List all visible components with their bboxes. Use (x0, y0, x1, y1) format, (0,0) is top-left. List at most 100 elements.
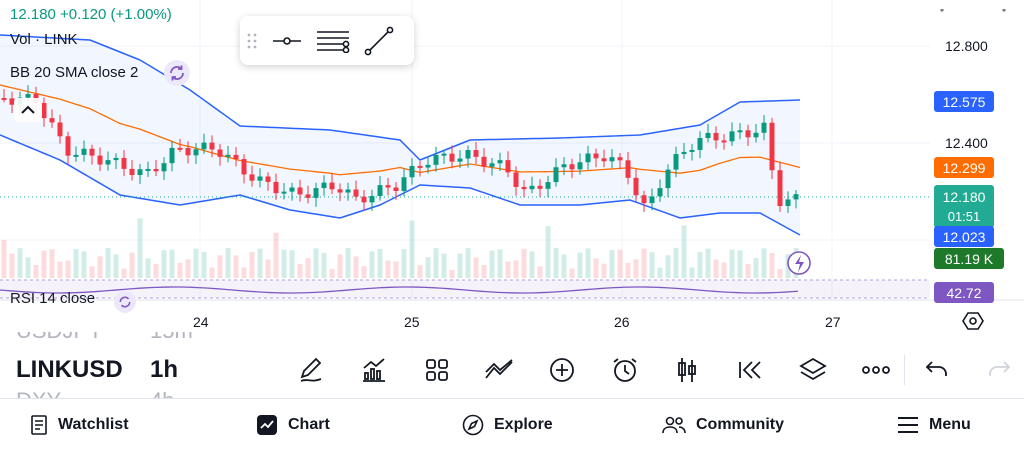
volume-bar (233, 255, 239, 278)
candle-body (449, 153, 455, 162)
volume-bar (449, 269, 455, 278)
candle-body (81, 148, 87, 155)
volume-bar (553, 248, 559, 278)
candle-body (641, 195, 647, 204)
nav-chart[interactable]: Chart (256, 399, 330, 451)
volume-bar (681, 225, 687, 278)
candle-body (321, 182, 327, 189)
volume-bar (617, 249, 623, 278)
candle-body (249, 174, 255, 181)
toolbar-divider (904, 355, 905, 385)
volume-bar (433, 248, 439, 278)
candle-body (777, 170, 783, 206)
volume-bar (393, 261, 399, 278)
volume-bar (545, 226, 551, 278)
redo-icon[interactable] (986, 356, 1012, 387)
candle-body (353, 189, 359, 197)
candle-body (481, 156, 487, 167)
volume-bar (721, 262, 727, 278)
volume-bar (97, 256, 103, 278)
timeframe-next[interactable]: 4h (150, 388, 174, 400)
alert-icon[interactable] (593, 350, 656, 390)
replay-icon[interactable] (719, 350, 782, 390)
volume-bar (625, 262, 631, 278)
candle-body (201, 142, 207, 150)
volume-bar (193, 248, 199, 278)
candle-body (177, 147, 183, 150)
volume-bar (129, 252, 135, 278)
settings-hexagon-icon[interactable] (962, 311, 984, 336)
candle-body (209, 142, 215, 150)
nav-explore[interactable]: Explore (462, 399, 553, 451)
volume-bar (113, 254, 119, 278)
volume-bar (209, 267, 215, 278)
refresh-icon[interactable] (114, 291, 136, 313)
candle-body (257, 176, 263, 181)
volume-bar (73, 248, 79, 278)
volume-bar (105, 248, 111, 278)
volume-bar (329, 268, 335, 278)
candle-body (433, 154, 439, 165)
bollinger-band-fill (0, 35, 800, 235)
bb-upper-tag: 12.575 (934, 91, 994, 112)
volume-bar (409, 220, 415, 278)
fib-retracement-icon[interactable] (310, 21, 356, 61)
symbol-current[interactable]: LINKUSD (16, 356, 123, 383)
volume-bar (361, 266, 367, 278)
volume-bar (57, 261, 63, 278)
symbol-prev[interactable]: USDJPY (16, 332, 103, 344)
collapse-legend-button[interactable] (14, 98, 42, 122)
candle-body (465, 150, 471, 159)
volume-bar (761, 248, 767, 278)
candle-body (49, 118, 55, 123)
volume-bar (241, 267, 247, 278)
candle-body (345, 189, 351, 193)
candle-body (753, 132, 759, 138)
layers-icon[interactable] (782, 350, 845, 390)
volume-bar (177, 262, 183, 278)
volume-bar (273, 232, 279, 278)
pencil-icon[interactable] (280, 350, 343, 390)
chart-area[interactable]: 12.180 +0.120 (+1.00%) Vol · LINK BB 20 … (0, 0, 1024, 338)
candle-body (425, 164, 431, 168)
candle-body (89, 148, 95, 156)
hamburger-icon (898, 417, 918, 433)
timeframe-prev[interactable]: 15m (150, 332, 193, 344)
refresh-icon[interactable] (164, 60, 190, 86)
volume-bar (369, 251, 375, 278)
drag-handle-icon[interactable] (240, 32, 264, 50)
volume-bar (665, 255, 671, 278)
compare-icon[interactable] (468, 350, 531, 390)
volume-bar (569, 268, 575, 278)
rsi-indicator-label[interactable]: RSI 14 close (10, 290, 96, 307)
nav-watchlist[interactable]: Watchlist (30, 399, 129, 451)
trend-line-icon[interactable] (356, 21, 402, 61)
templates-icon[interactable] (405, 350, 468, 390)
more-icon[interactable] (844, 350, 907, 390)
undo-icon[interactable] (924, 356, 950, 387)
candle-body (377, 185, 383, 196)
add-icon[interactable] (531, 350, 594, 390)
candle-body (457, 158, 463, 162)
volume-bar (265, 259, 271, 278)
timeframe-current[interactable]: 1h (150, 356, 179, 383)
chart-type-icon[interactable] (656, 350, 719, 390)
symbol-next[interactable]: DXY (16, 388, 61, 400)
candle-body (625, 160, 631, 178)
candle-body (793, 194, 799, 200)
horizontal-line-icon[interactable] (264, 21, 310, 61)
volume-bar (401, 249, 407, 278)
volume-bar (593, 258, 599, 278)
candle-body (329, 182, 335, 190)
nav-community[interactable]: Community (662, 399, 784, 451)
volume-indicator-label[interactable]: Vol · LINK (10, 31, 78, 48)
candle-body (305, 194, 311, 198)
volume-bar (257, 248, 263, 278)
price-chart[interactable] (0, 0, 1024, 338)
volume-bar (537, 266, 543, 278)
indicators-icon[interactable] (343, 350, 406, 390)
nav-menu[interactable]: Menu (897, 399, 971, 451)
bollinger-bands-label[interactable]: BB 20 SMA close 2 (10, 64, 139, 81)
symbol-switcher[interactable]: USDJPY 15m LINKUSD 1h DXY 4h (16, 332, 216, 400)
volume-bar (1, 240, 7, 278)
